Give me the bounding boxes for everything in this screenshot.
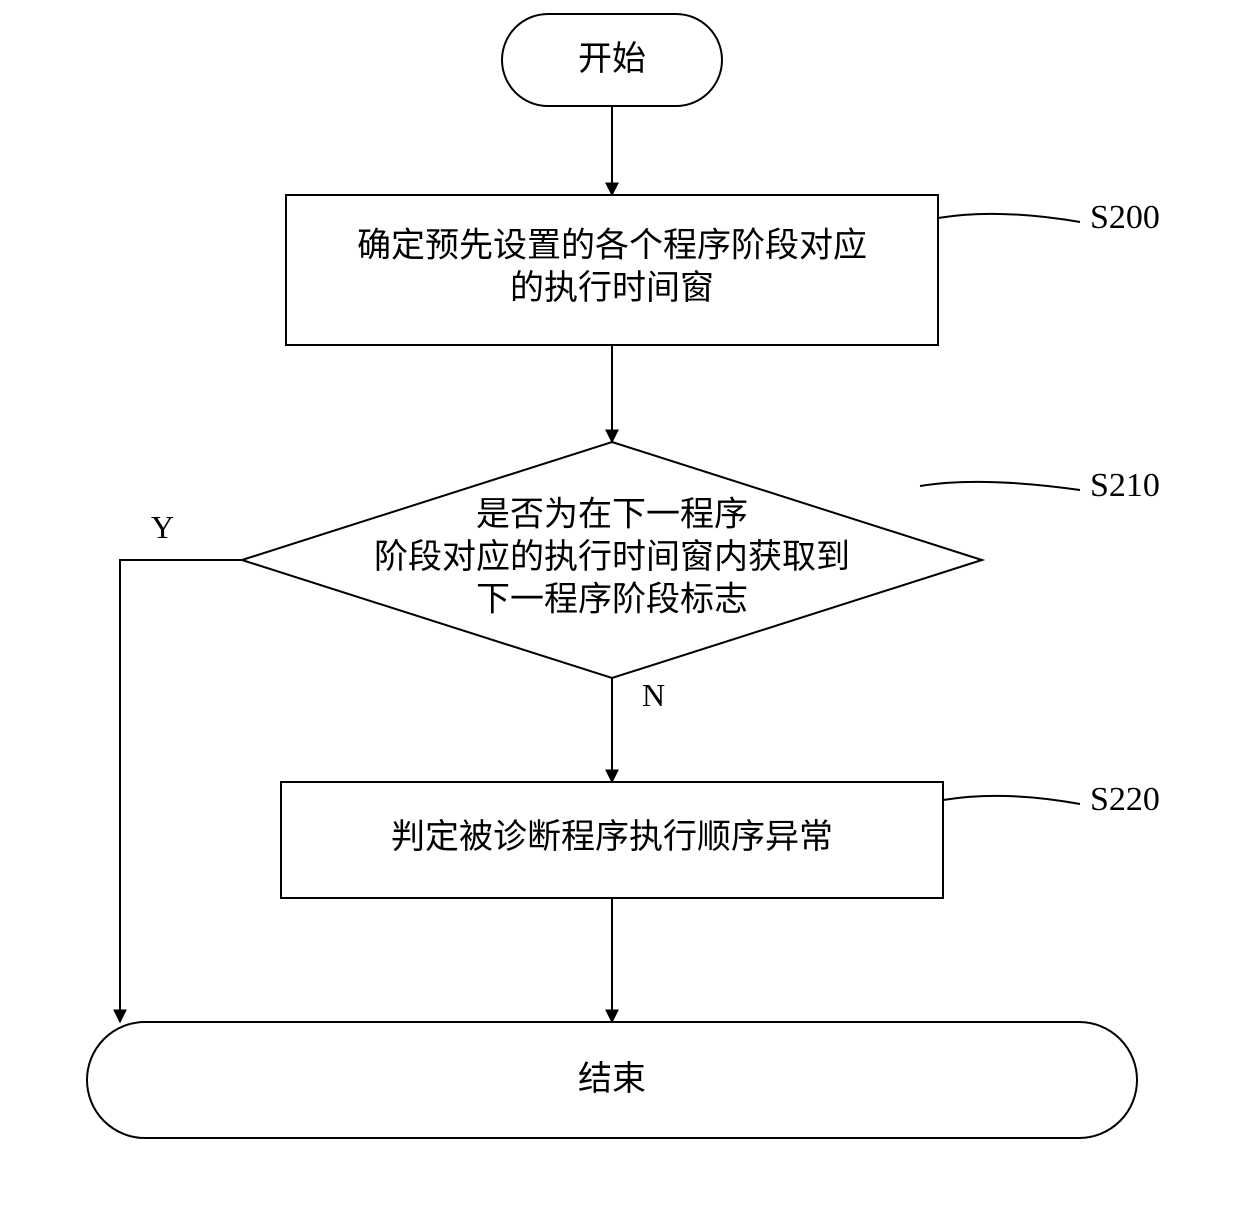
s200-leader (938, 214, 1080, 222)
s210-text-line-1: 阶段对应的执行时间窗内获取到 (374, 538, 850, 576)
edge-2-label: N (642, 677, 665, 713)
s210-leader (920, 482, 1080, 490)
start-label: 开始 (578, 40, 646, 78)
s210-text-line-2: 下一程序阶段标志 (476, 580, 748, 618)
s210-text-line-0: 是否为在下一程序 (476, 495, 748, 533)
s220-step-label: S220 (1090, 781, 1160, 818)
s220-leader (943, 796, 1080, 804)
s220-text-line-0: 判定被诊断程序执行顺序异常 (391, 818, 833, 856)
edge-4-label: Y (151, 509, 174, 545)
s200-step-label: S200 (1090, 199, 1160, 236)
s200-text-line-0: 确定预先设置的各个程序阶段对应 (357, 227, 867, 265)
flowchart-canvas: 开始确定预先设置的各个程序阶段对应的执行时间窗 S200 是否为在下一程序阶段对应的… (0, 0, 1240, 1207)
s200-text-line-1: 的执行时间窗 (510, 269, 714, 307)
end-label: 结束 (578, 1060, 646, 1098)
s210-step-label: S210 (1090, 467, 1160, 504)
edge-4 (120, 560, 242, 1022)
